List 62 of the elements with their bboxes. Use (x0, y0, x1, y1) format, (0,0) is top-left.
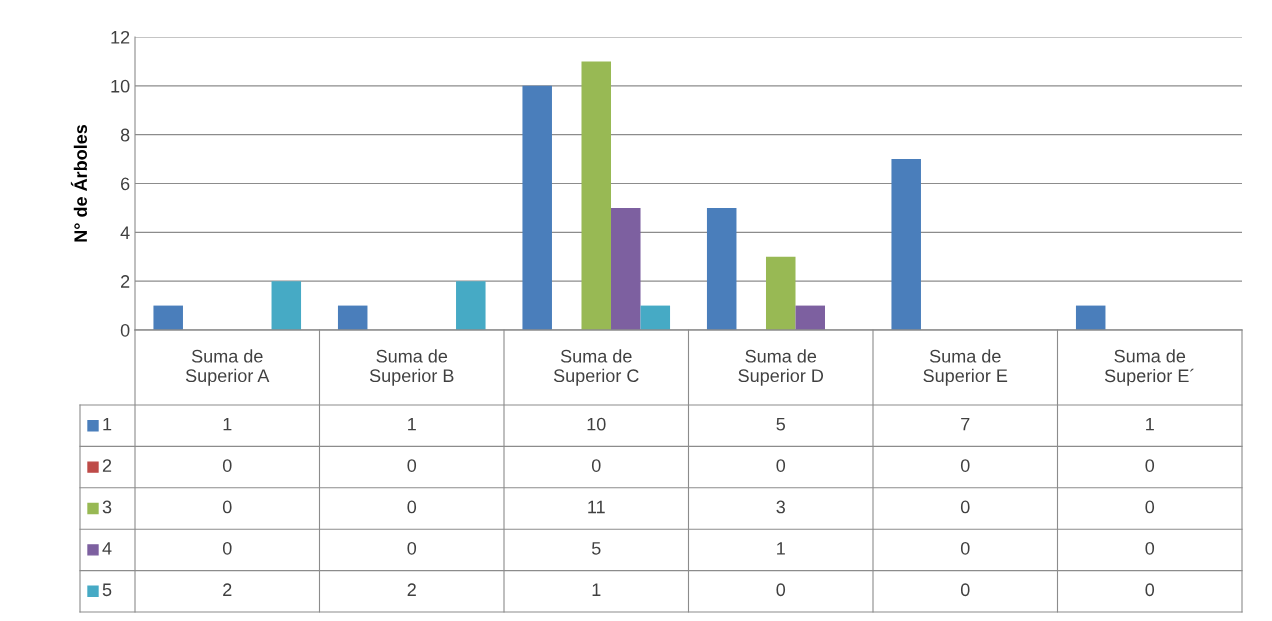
data-label: 0 (222, 500, 232, 514)
bar (581, 61, 612, 330)
y-tick-label: 10 (111, 79, 130, 93)
data-label: 1 (1146, 417, 1154, 431)
data-label: 5 (591, 542, 601, 555)
legend-label: 3 (102, 500, 112, 514)
y-tick-label: 12 (111, 30, 130, 44)
data-label: 0 (591, 459, 601, 472)
data-label: 2 (223, 583, 232, 596)
bar (153, 305, 183, 330)
bar (1075, 305, 1106, 330)
bar (271, 281, 302, 330)
data-label: 0 (776, 583, 786, 597)
data-label: 0 (407, 541, 417, 555)
y-tick-label: 2 (121, 275, 130, 288)
x-tick-label: Suma de Superior E´ (1104, 349, 1194, 386)
bar (706, 207, 737, 330)
data-label: 0 (960, 583, 970, 597)
y-tick-label: 8 (120, 128, 130, 142)
data-label: 1 (223, 417, 232, 431)
data-label: 0 (1145, 500, 1155, 514)
data-label: 2 (407, 583, 416, 596)
data-label: 1 (408, 417, 416, 431)
y-tick-label: 4 (120, 226, 130, 239)
data-label: 0 (222, 459, 232, 472)
data-label: 0 (407, 500, 417, 514)
x-tick-label: Suma de Superior D (738, 349, 824, 386)
bar (522, 85, 552, 330)
legend-label: 5 (102, 583, 112, 597)
data-label: 1 (777, 542, 785, 555)
bar (611, 207, 641, 330)
x-tick-label: Suma de Superior A (185, 349, 270, 386)
y-tick-label: 0 (120, 323, 130, 337)
data-label: 0 (1145, 459, 1155, 472)
data-label: 0 (1145, 583, 1155, 597)
y-axis-title: N° de Árboles (70, 124, 88, 242)
data-label: 0 (960, 541, 970, 555)
data-label: 0 (776, 459, 786, 472)
bar (337, 305, 368, 330)
bar (456, 281, 486, 330)
data-label: 3 (776, 500, 785, 514)
data-label: 11 (588, 500, 605, 514)
data-label: 0 (407, 459, 417, 472)
bar (765, 256, 796, 330)
bar (640, 305, 671, 330)
data-label: 0 (222, 541, 232, 555)
bar (891, 159, 921, 330)
data-label: 1 (592, 583, 601, 596)
bar (795, 305, 826, 330)
data-label: 5 (776, 417, 786, 431)
data-label: 0 (960, 500, 970, 514)
x-tick-label: Suma de Superior E (923, 349, 1008, 386)
data-label: 10 (587, 417, 606, 431)
legend-label: 1 (103, 417, 112, 431)
legend-label: 4 (102, 542, 112, 555)
x-tick-label: Suma de Superior B (369, 349, 454, 386)
y-tick-label: 6 (121, 177, 130, 191)
legend-label: 2 (102, 459, 112, 472)
data-label: 7 (961, 417, 970, 431)
data-label: 0 (960, 459, 970, 472)
data-label: 0 (1145, 541, 1155, 555)
x-tick-label: Suma de Superior C (553, 349, 639, 386)
